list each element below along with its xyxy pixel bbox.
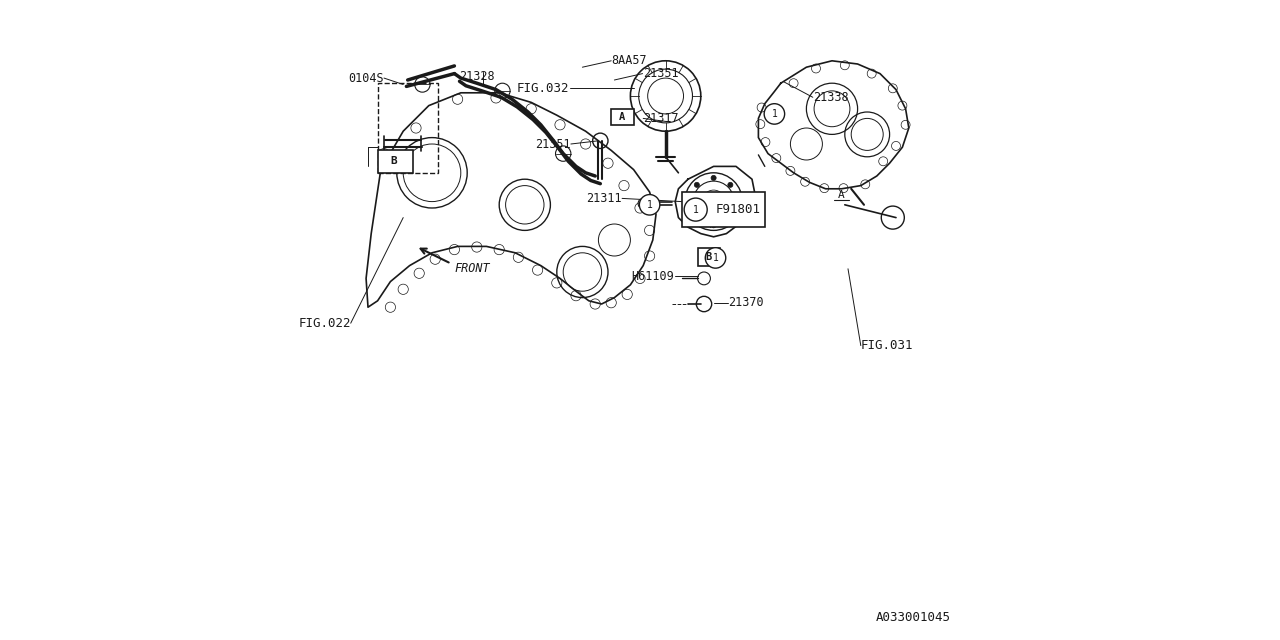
Circle shape bbox=[735, 199, 740, 204]
Text: 21351: 21351 bbox=[535, 138, 571, 150]
Circle shape bbox=[694, 182, 699, 188]
Text: 21317: 21317 bbox=[644, 112, 678, 125]
Circle shape bbox=[712, 223, 717, 228]
FancyBboxPatch shape bbox=[378, 150, 412, 173]
Circle shape bbox=[694, 216, 699, 221]
Bar bbox=[681, 192, 765, 227]
Text: 21370: 21370 bbox=[728, 296, 764, 309]
Text: A033001045: A033001045 bbox=[876, 611, 950, 624]
Circle shape bbox=[705, 248, 726, 268]
Text: 21351: 21351 bbox=[644, 67, 678, 80]
Text: 1: 1 bbox=[646, 200, 653, 210]
FancyBboxPatch shape bbox=[612, 109, 634, 125]
Circle shape bbox=[728, 216, 733, 221]
Circle shape bbox=[712, 175, 717, 180]
FancyBboxPatch shape bbox=[698, 248, 719, 266]
Circle shape bbox=[728, 182, 733, 188]
Text: 1: 1 bbox=[692, 205, 699, 214]
Text: 1: 1 bbox=[713, 253, 718, 263]
Text: A: A bbox=[620, 112, 625, 122]
Text: FIG.031: FIG.031 bbox=[860, 339, 914, 352]
Text: B: B bbox=[390, 156, 397, 166]
Text: FRONT: FRONT bbox=[454, 262, 490, 275]
Text: A: A bbox=[838, 190, 845, 200]
Circle shape bbox=[687, 199, 692, 204]
Circle shape bbox=[684, 198, 707, 221]
Text: H61109: H61109 bbox=[631, 270, 675, 283]
Bar bbox=[378, 83, 438, 173]
Circle shape bbox=[640, 195, 660, 215]
Text: F91801: F91801 bbox=[716, 203, 760, 216]
Text: 8AA57: 8AA57 bbox=[612, 54, 646, 67]
Text: FIG.032: FIG.032 bbox=[517, 82, 570, 95]
Text: 1: 1 bbox=[772, 109, 777, 119]
Text: 21328: 21328 bbox=[460, 70, 494, 83]
Text: B: B bbox=[705, 252, 712, 262]
Text: FIG.022: FIG.022 bbox=[298, 317, 351, 330]
Text: 21338: 21338 bbox=[813, 91, 849, 104]
Circle shape bbox=[764, 104, 785, 124]
Text: 21311: 21311 bbox=[586, 192, 622, 205]
Text: 0104S: 0104S bbox=[348, 72, 384, 84]
